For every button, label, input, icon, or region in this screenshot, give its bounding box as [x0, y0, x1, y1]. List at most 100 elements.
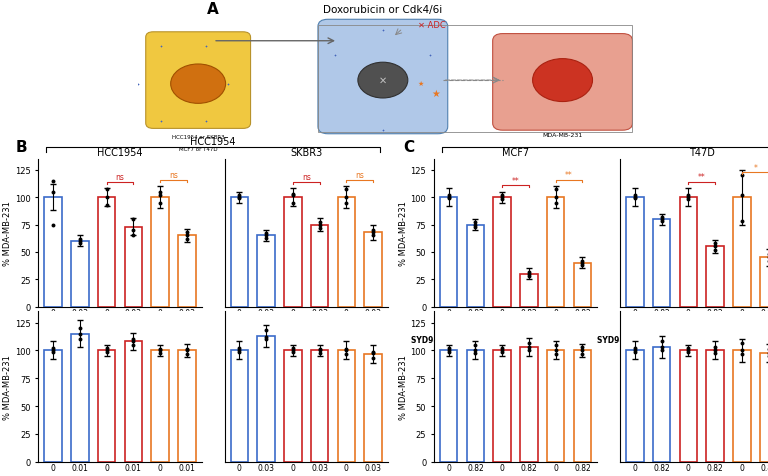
- Point: [523, 344, 535, 351]
- Point: [101, 345, 113, 352]
- Point: [682, 345, 694, 352]
- Point: [736, 350, 748, 358]
- Point: [736, 218, 748, 226]
- Point: [655, 214, 667, 221]
- Text: Vehicle: Vehicle: [633, 337, 664, 347]
- Text: HCC1954: HCC1954: [190, 137, 236, 147]
- Circle shape: [170, 65, 226, 104]
- Text: Doxorubicin or Cdk4/6i: Doxorubicin or Cdk4/6i: [323, 5, 442, 15]
- Point: [180, 347, 193, 355]
- Point: [496, 194, 508, 201]
- Bar: [467, 225, 484, 307]
- FancyBboxPatch shape: [493, 35, 633, 131]
- Point: [629, 345, 641, 352]
- Bar: [311, 225, 328, 307]
- Point: [286, 345, 299, 352]
- Text: SYD985 (nmol/L): SYD985 (nmol/L): [597, 335, 668, 344]
- Bar: [98, 351, 115, 462]
- Point: [101, 201, 113, 209]
- Point: [260, 334, 272, 341]
- Point: [127, 341, 140, 349]
- Bar: [574, 351, 591, 462]
- Text: Doxor.: Doxor.: [688, 337, 715, 347]
- Point: [550, 199, 562, 207]
- Point: [154, 347, 167, 355]
- Bar: [257, 336, 275, 462]
- Point: [313, 221, 326, 229]
- Point: [74, 238, 86, 245]
- Bar: [151, 351, 169, 462]
- Point: [655, 347, 667, 355]
- Text: ns: ns: [115, 173, 124, 182]
- Point: [313, 225, 326, 232]
- Point: [233, 347, 246, 355]
- Text: MDA-MB-231: MDA-MB-231: [542, 133, 583, 138]
- Text: Cdk4/6i: Cdk4/6i: [157, 337, 190, 347]
- Point: [763, 254, 768, 262]
- Point: [154, 346, 167, 353]
- Point: [47, 348, 59, 356]
- Point: [523, 270, 535, 278]
- Title: MCF7: MCF7: [502, 147, 529, 157]
- Bar: [626, 198, 644, 307]
- Point: [682, 192, 694, 199]
- Text: HCC1954 or SKBR3: HCC1954 or SKBR3: [172, 135, 224, 139]
- Point: [180, 346, 193, 353]
- Point: [127, 338, 140, 346]
- Point: [233, 345, 246, 352]
- Point: [709, 240, 721, 248]
- Text: ✕ ADC: ✕ ADC: [418, 21, 445, 30]
- Y-axis label: % MDA-MB-231: % MDA-MB-231: [399, 354, 408, 419]
- Bar: [680, 351, 697, 462]
- Point: [576, 350, 588, 358]
- Point: [47, 345, 59, 352]
- Text: Vehicle: Vehicle: [447, 337, 477, 347]
- Point: [367, 349, 379, 357]
- Point: [127, 336, 140, 343]
- Point: [47, 221, 59, 229]
- Bar: [230, 198, 248, 307]
- Point: [655, 338, 667, 346]
- Point: [550, 350, 562, 358]
- Point: [313, 347, 326, 355]
- Bar: [626, 351, 644, 462]
- Bar: [178, 236, 196, 307]
- Point: [47, 188, 59, 196]
- Point: [101, 186, 113, 194]
- Text: ns: ns: [302, 173, 311, 182]
- Text: *: *: [753, 163, 757, 172]
- Text: **: **: [698, 173, 706, 182]
- Point: [682, 347, 694, 355]
- Text: Doxor.: Doxor.: [293, 337, 319, 347]
- Point: [576, 347, 588, 355]
- Point: [74, 325, 86, 332]
- Bar: [547, 198, 564, 307]
- Point: [523, 347, 535, 355]
- Point: [469, 347, 482, 355]
- Point: [629, 348, 641, 356]
- Point: [340, 347, 353, 355]
- Title: HCC1954: HCC1954: [98, 147, 143, 157]
- Point: [367, 227, 379, 234]
- Point: [340, 346, 353, 353]
- Point: [469, 223, 482, 231]
- Y-axis label: % MDA-MB-231: % MDA-MB-231: [399, 201, 408, 266]
- Point: [442, 195, 455, 203]
- Point: [736, 192, 748, 199]
- Point: [260, 234, 272, 242]
- Y-axis label: % MDA-MB-231: % MDA-MB-231: [3, 201, 12, 266]
- Bar: [338, 351, 355, 462]
- Bar: [338, 198, 355, 307]
- Point: [233, 192, 246, 199]
- Bar: [98, 198, 115, 307]
- Point: [576, 258, 588, 265]
- Text: ★: ★: [417, 81, 423, 87]
- Point: [550, 347, 562, 355]
- Point: [286, 347, 299, 355]
- Bar: [653, 219, 670, 307]
- Bar: [284, 351, 302, 462]
- Point: [233, 348, 246, 356]
- Point: [576, 259, 588, 267]
- Bar: [520, 347, 538, 462]
- Point: [763, 349, 768, 357]
